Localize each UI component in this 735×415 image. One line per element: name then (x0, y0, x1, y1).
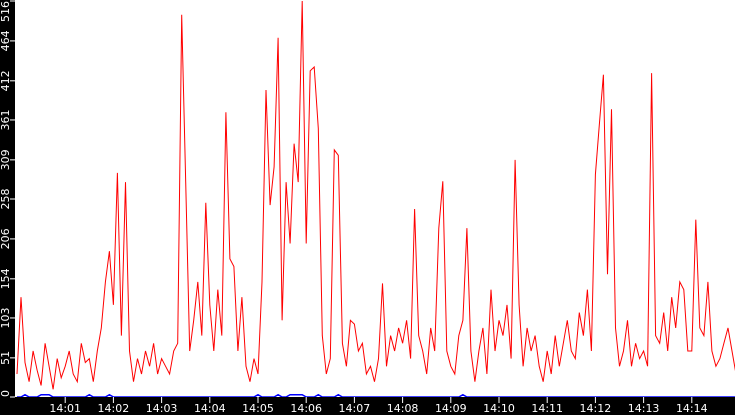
y-tick-label: 412 (0, 70, 12, 91)
series-line-0 (16, 0, 735, 390)
x-tick-label: 14:01 (49, 402, 81, 415)
y-tick-label: 206 (0, 228, 12, 249)
x-tick-label: 14:03 (146, 402, 178, 415)
x-tick-label: 14:13 (628, 402, 660, 415)
x-tick-label: 14:02 (98, 402, 130, 415)
y-tick-label: 516 (0, 1, 12, 22)
x-tick-label: 14:09 (435, 402, 467, 415)
x-tick-label: 14:07 (339, 402, 371, 415)
x-tick-label: 14:10 (483, 402, 515, 415)
x-tick-label: 14:12 (580, 402, 612, 415)
x-tick-label: 14:11 (531, 402, 563, 415)
plot-area (15, 0, 735, 397)
y-tick-label: 103 (0, 307, 12, 328)
y-tick-label: 309 (0, 149, 12, 170)
y-tick-label: 51 (0, 351, 12, 365)
x-axis: 14:01 14:02 14:03 14:04 14:05 14:06 14:07 14:08… (49, 397, 708, 415)
y-tick-label: 464 (0, 30, 12, 51)
y-tick-label: 361 (0, 109, 12, 130)
x-tick-label: 14:04 (194, 402, 226, 415)
x-tick-label: 14:14 (676, 402, 708, 415)
x-tick-label: 14:05 (242, 402, 274, 415)
y-tick-label: 258 (0, 189, 12, 210)
y-axis: 0 51 103 154 206 258 309 361 412 464 516 (0, 0, 15, 398)
x-tick-label: 14:06 (290, 402, 322, 415)
x-tick-label: 14:08 (387, 402, 419, 415)
y-tick-label: 154 (0, 268, 12, 289)
y-tick-label: 0 (0, 390, 12, 397)
